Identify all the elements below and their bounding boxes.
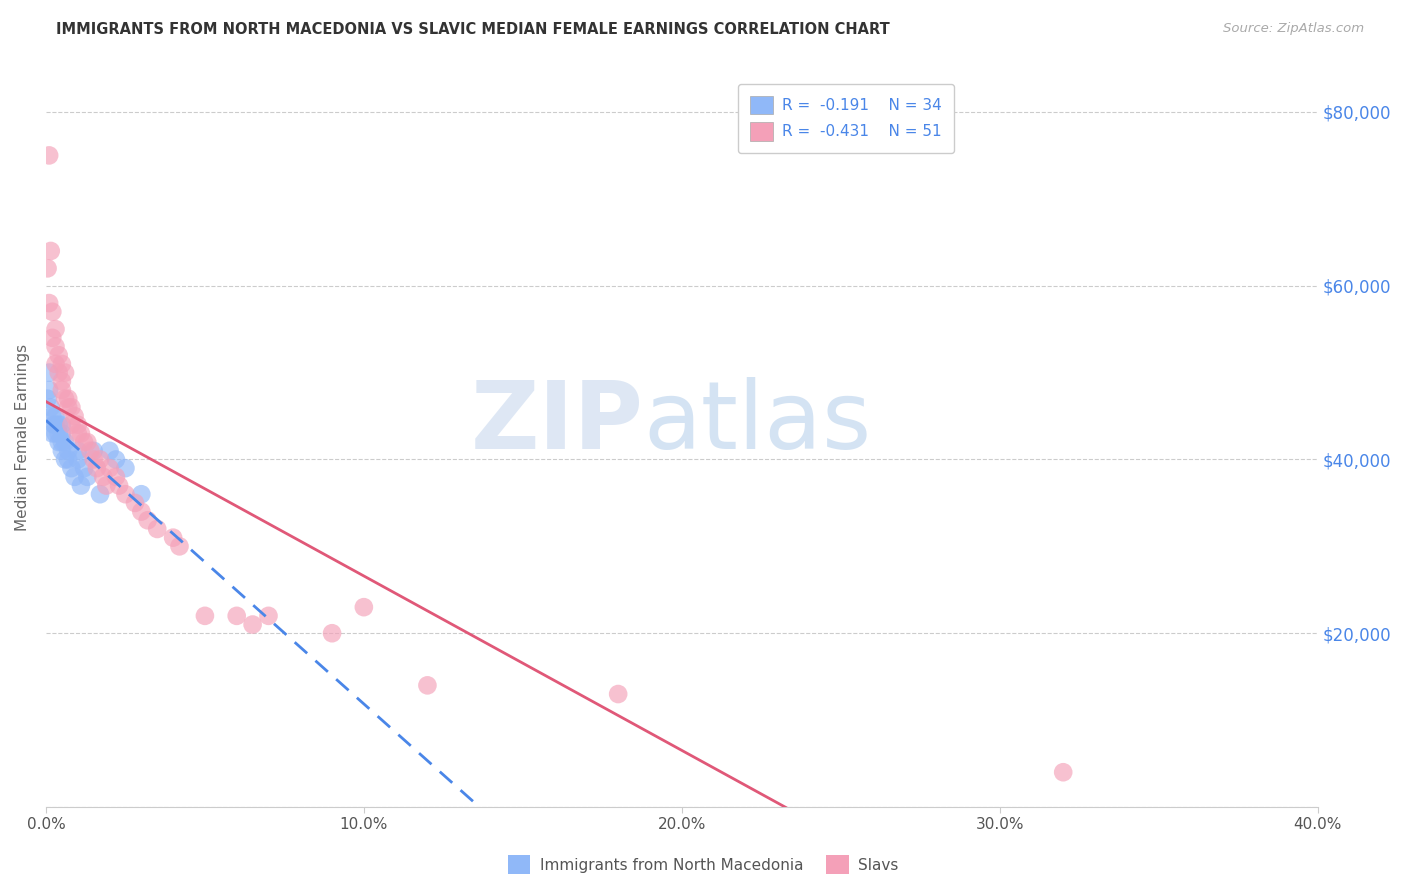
Point (98, 461, 121, 475)
Point (37, 392, 59, 406)
Point (73, 461, 96, 475)
Point (51, 357, 73, 371)
Point (44, 417, 66, 432)
Point (70, 426, 93, 441)
Point (114, 487, 136, 501)
Point (53, 392, 76, 406)
Point (58, 452, 80, 467)
Point (162, 531, 184, 545)
Point (41, 426, 63, 441)
Point (83, 443, 105, 458)
Legend: Immigrants from North Macedonia, Slavs: Immigrants from North Macedonia, Slavs (502, 849, 904, 880)
Point (48, 426, 70, 441)
Point (44, 426, 66, 441)
Point (37, 261, 59, 276)
Point (38, 383, 60, 397)
Point (66, 426, 89, 441)
Point (108, 478, 131, 492)
Point (53, 366, 76, 380)
Point (38, 148, 60, 162)
Point (353, 600, 375, 615)
Point (242, 617, 264, 632)
Point (51, 443, 73, 458)
Point (44, 339, 66, 353)
Point (131, 487, 153, 501)
Point (51, 417, 73, 432)
Text: IMMIGRANTS FROM NORTH MACEDONIA VS SLAVIC MEDIAN FEMALE EARNINGS CORRELATION CHA: IMMIGRANTS FROM NORTH MACEDONIA VS SLAVI… (56, 22, 890, 37)
Point (194, 608, 217, 623)
Point (416, 678, 439, 692)
Point (63, 409, 86, 423)
Point (79, 443, 101, 458)
Point (48, 435, 70, 450)
Point (225, 608, 247, 623)
Text: Source: ZipAtlas.com: Source: ZipAtlas.com (1223, 22, 1364, 36)
Point (91, 470, 114, 484)
Point (38, 296, 60, 310)
Point (44, 322, 66, 336)
Point (58, 443, 80, 458)
Point (38, 366, 60, 380)
Point (51, 374, 73, 388)
Y-axis label: Median Female Earnings: Median Female Earnings (15, 344, 30, 532)
Point (41, 305, 63, 319)
Point (51, 435, 73, 450)
Text: atlas: atlas (644, 377, 872, 469)
Point (48, 348, 70, 362)
Point (53, 435, 76, 450)
Point (104, 470, 127, 484)
Point (1052, 765, 1074, 780)
Point (607, 687, 630, 701)
Point (60, 461, 83, 475)
Point (41, 331, 63, 345)
Point (51, 383, 73, 397)
Point (169, 539, 191, 553)
Point (66, 452, 89, 467)
Point (60, 417, 83, 432)
Point (114, 461, 136, 475)
Point (60, 401, 83, 415)
Point (76, 435, 98, 450)
Point (321, 626, 343, 640)
Legend: R =  -0.191    N = 34, R =  -0.431    N = 51: R = -0.191 N = 34, R = -0.431 N = 51 (738, 84, 953, 153)
Point (76, 470, 98, 484)
Point (83, 452, 105, 467)
Point (66, 443, 89, 458)
Point (66, 417, 89, 432)
Point (257, 608, 280, 623)
Point (98, 443, 121, 458)
Point (131, 505, 153, 519)
Point (86, 461, 108, 475)
Text: ZIP: ZIP (471, 377, 644, 469)
Point (41, 409, 63, 423)
Point (136, 513, 159, 527)
Point (53, 452, 76, 467)
Point (58, 401, 80, 415)
Point (39, 401, 62, 415)
Point (51, 426, 73, 441)
Point (96, 478, 118, 492)
Point (124, 496, 146, 510)
Point (48, 366, 70, 380)
Point (146, 522, 169, 536)
Point (42, 417, 65, 432)
Point (44, 357, 66, 371)
Point (73, 435, 96, 450)
Point (63, 470, 86, 484)
Point (89, 487, 111, 501)
Point (44, 409, 66, 423)
Point (48, 417, 70, 432)
Point (39, 244, 62, 258)
Point (89, 452, 111, 467)
Point (58, 392, 80, 406)
Point (70, 478, 93, 492)
Point (104, 452, 127, 467)
